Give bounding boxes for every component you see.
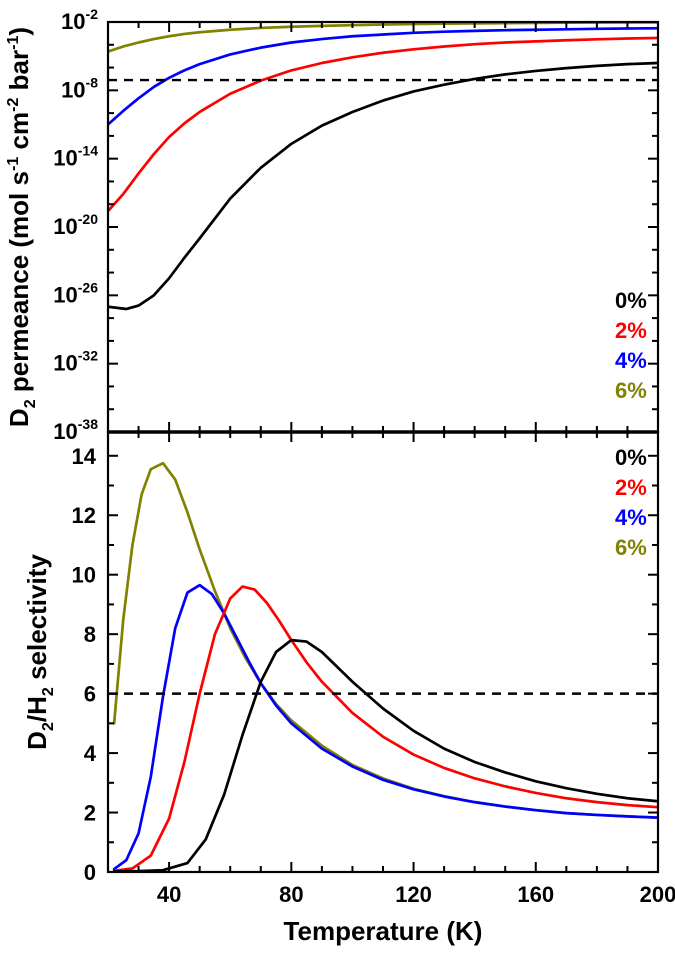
chart-svg: 10-3810-3210-2610-2010-1410-810-20%2%4%6… xyxy=(0,0,675,964)
bottom-y-axis-label: D2/H2 selectivity xyxy=(22,554,57,750)
xtick-label: 80 xyxy=(279,882,303,907)
top-legend-2%: 2% xyxy=(615,318,647,343)
bottom-legend-0%: 0% xyxy=(615,445,647,470)
xtick-label: 200 xyxy=(640,882,675,907)
xtick-label: 40 xyxy=(157,882,181,907)
xtick-label: 160 xyxy=(517,882,554,907)
bottom-ytick-label: 4 xyxy=(84,741,97,766)
bottom-ytick-label: 8 xyxy=(84,622,96,647)
x-axis-label: Temperature (K) xyxy=(284,916,483,946)
bottom-ytick-label: 2 xyxy=(84,801,96,826)
bottom-ytick-label: 14 xyxy=(72,444,97,469)
bottom-ytick-label: 0 xyxy=(84,860,96,885)
bottom-ytick-label: 12 xyxy=(72,503,96,528)
bottom-legend-6%: 6% xyxy=(615,535,647,560)
top-legend-0%: 0% xyxy=(615,288,647,313)
bottom-legend-4%: 4% xyxy=(615,505,647,530)
top-legend-6%: 6% xyxy=(615,378,647,403)
bottom-ytick-label: 6 xyxy=(84,682,96,707)
bottom-ytick-label: 10 xyxy=(72,563,96,588)
figure-wrap: 10-3810-3210-2610-2010-1410-810-20%2%4%6… xyxy=(0,0,675,964)
xtick-label: 120 xyxy=(395,882,432,907)
bottom-legend-2%: 2% xyxy=(615,475,647,500)
top-y-axis-label: D2 permeance (mol s-1 cm-2 bar-1) xyxy=(4,27,39,427)
top-legend-4%: 4% xyxy=(615,348,647,373)
